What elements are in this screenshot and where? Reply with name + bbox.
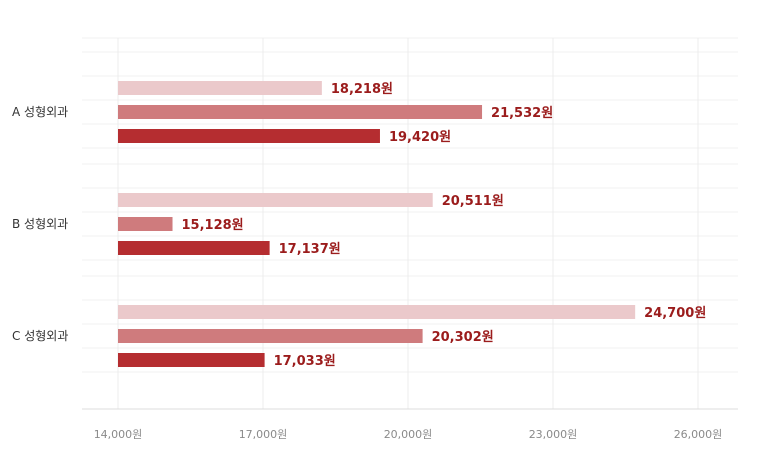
category-labels: A 성형외과 B 성형외과 C 성형외과 [12, 105, 68, 343]
x-tick-label: 20,000원 [384, 428, 433, 441]
x-tick-label: 14,000원 [94, 428, 143, 441]
bar [118, 329, 423, 343]
data-label: 17,137원 [279, 242, 341, 257]
data-label: 15,128원 [182, 218, 244, 233]
data-label: 17,033원 [274, 354, 336, 369]
category-label: C 성형외과 [12, 329, 68, 343]
data-label: 19,420원 [389, 130, 451, 145]
value-labels: 18,218원 21,532원 19,420원 20,511원 15,128원 17,13… [182, 82, 707, 369]
x-tick-label: 17,000원 [239, 428, 288, 441]
bars [118, 81, 636, 367]
data-label: 20,302원 [432, 330, 494, 345]
bar [118, 81, 322, 95]
data-label: 21,532원 [491, 106, 553, 121]
bar [118, 193, 433, 207]
bar [118, 129, 380, 143]
category-label: A 성형외과 [12, 105, 68, 119]
bar [118, 241, 270, 255]
x-tick-labels: 14,000원 17,000원 20,000원 23,000원 26,000원 [94, 428, 723, 441]
bar [118, 305, 636, 319]
data-label: 18,218원 [331, 82, 393, 97]
data-label: 20,511원 [442, 194, 504, 209]
bar [118, 353, 265, 367]
data-label: 24,700원 [644, 306, 706, 321]
category-label: B 성형외과 [12, 217, 68, 231]
x-tick-label: 26,000원 [674, 428, 723, 441]
bar [118, 217, 173, 231]
bar [118, 105, 483, 119]
x-tick-label: 23,000원 [529, 428, 578, 441]
